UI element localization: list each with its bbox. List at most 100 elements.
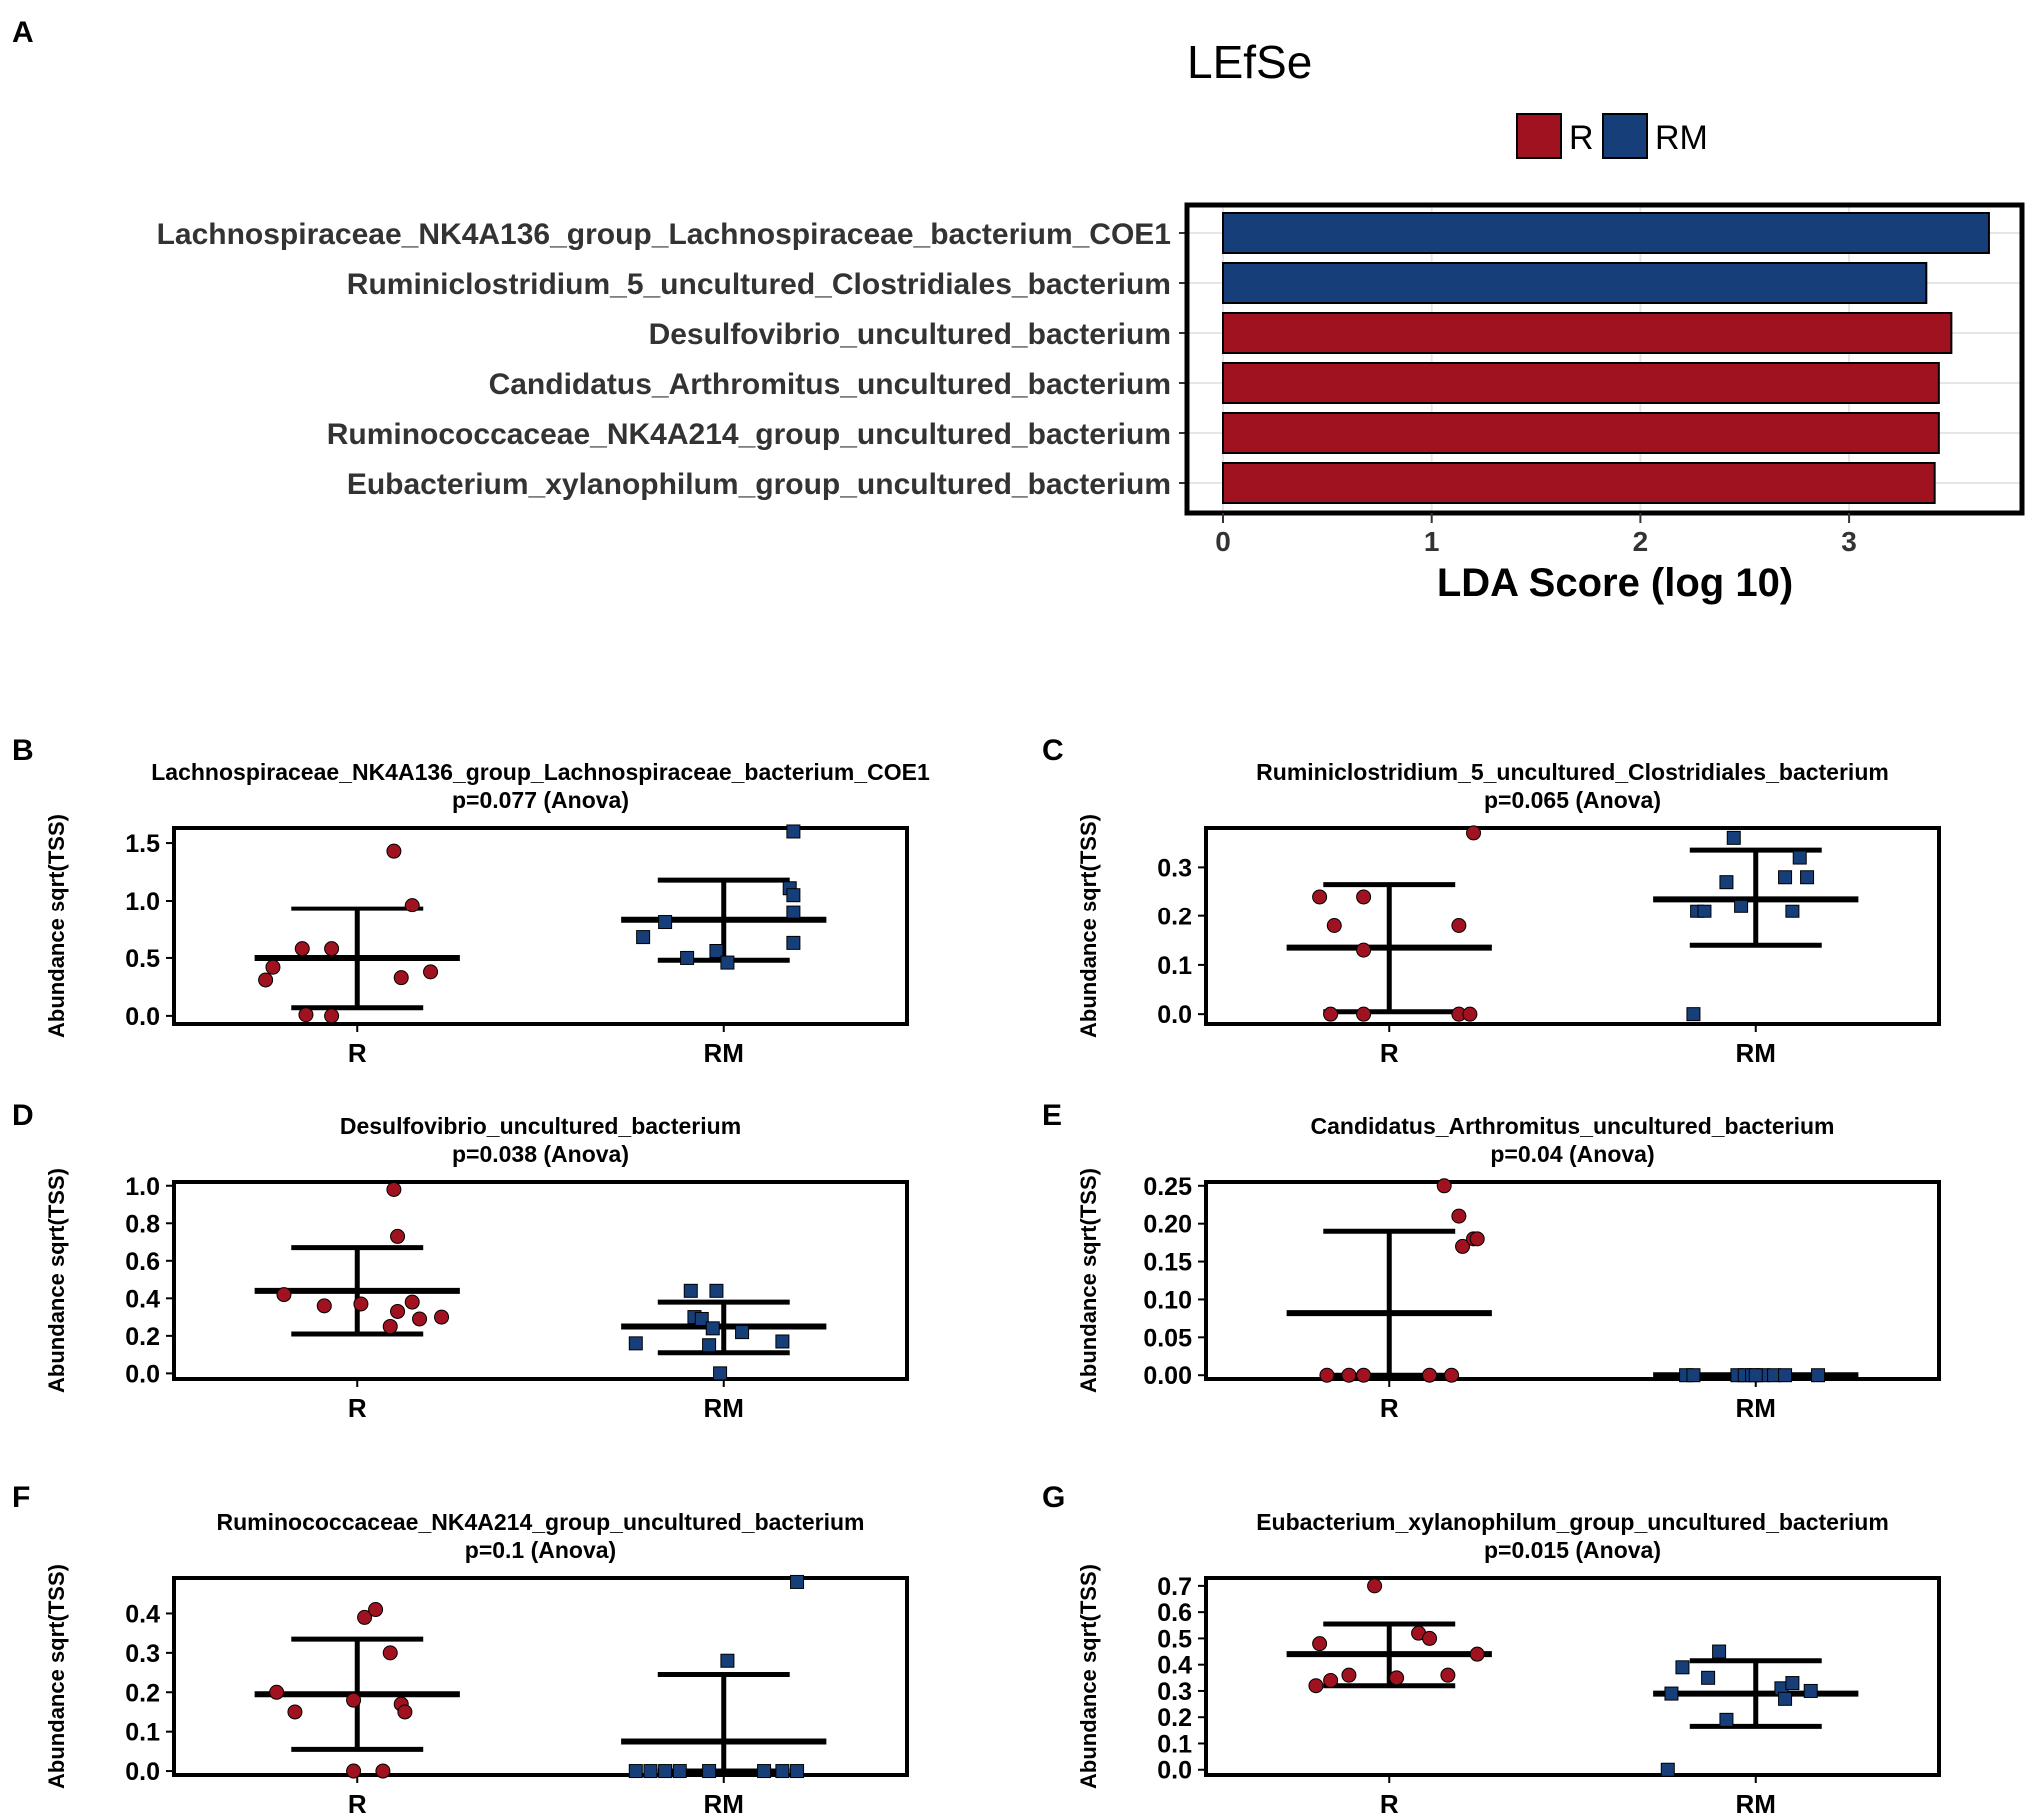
- lefse-plot-area: Lachnospiraceae_NK4A136_group_Lachnospir…: [157, 202, 2025, 557]
- lda-bar-1: [1222, 212, 1990, 254]
- panel-f-ytick-label-0: 0.0: [125, 1758, 160, 1786]
- panel-f-point-rm-3: [658, 1764, 673, 1779]
- panel-g-point-r-6: [1389, 1670, 1405, 1686]
- panel-e-title: Candidatus_Arthromitus_uncultured_bacter…: [1311, 1113, 1835, 1139]
- panel-c-point-rm-9: [1792, 850, 1807, 865]
- panel-g-y-axis-title: Abundance sqrt(TSS): [1076, 1564, 1101, 1789]
- panel-label-b: B: [12, 734, 34, 767]
- panel-g-point-rm-4: [1701, 1670, 1716, 1685]
- panel-g-frame: [1204, 1576, 1941, 1777]
- panel-f-point-rm-7: [757, 1764, 772, 1779]
- panel-f-ytick-label-2: 0.2: [125, 1679, 160, 1707]
- panel-b-point-rm-2: [658, 915, 673, 930]
- panel-g-ytick-label-5: 0.5: [1157, 1625, 1192, 1653]
- panel-c-xcat-label-rm: RM: [1736, 1038, 1776, 1068]
- panel-c-ytick-label-3: 0.3: [1157, 854, 1192, 882]
- panel-d-point-r-6: [390, 1303, 406, 1319]
- panel-e-point-rm-10: [1748, 1368, 1763, 1383]
- panel-c-point-r-4: [1356, 1006, 1372, 1022]
- panel-e-point-r-6: [1444, 1367, 1460, 1383]
- panel-e-point-r-4: [1422, 1367, 1438, 1383]
- panel-c-point-rm-5: [1734, 899, 1749, 913]
- panel-c-point-rm-10: [1800, 870, 1815, 885]
- panel-d-point-rm-9: [775, 1334, 790, 1349]
- lda-bar-label-6: Eubacterium_xylanophilum_group_unculture…: [347, 468, 1171, 501]
- panel-f-point-r-2: [287, 1704, 303, 1720]
- panel-b-point-r-8: [393, 970, 409, 986]
- legend-swatch-rm: [1602, 113, 1648, 159]
- panel-f-point-r-7: [375, 1763, 391, 1779]
- panel-c-point-r-10: [1466, 825, 1482, 841]
- panel-b-ytick-label-0: 0.0: [125, 1003, 160, 1031]
- panel-e-y-axis-title: Abundance sqrt(TSS): [1076, 1168, 1101, 1393]
- panel-d-ytick-label-3: 0.6: [125, 1248, 160, 1276]
- lda-bar-6: [1222, 462, 1936, 504]
- panel-c-point-r-6: [1356, 889, 1372, 905]
- panel-g-point-r-3: [1323, 1672, 1339, 1688]
- panel-d-point-rm-5: [702, 1338, 717, 1353]
- legend-label-rm: RM: [1655, 119, 1708, 157]
- panel-c-point-r-2: [1323, 1006, 1339, 1022]
- panel-d-point-rm-1: [628, 1336, 643, 1351]
- panel-f-point-rm-5: [702, 1764, 717, 1779]
- panel-b-y-axis-title: Abundance sqrt(TSS): [44, 814, 69, 1038]
- panel-d-point-rm-2: [683, 1283, 698, 1298]
- lefse-x-axis-title: LDA Score (log 10): [1437, 561, 1793, 605]
- legend-label-r: R: [1569, 119, 1594, 157]
- panel-b-point-rm-5: [720, 955, 735, 970]
- panel-f-point-rm-1: [628, 1764, 643, 1779]
- panel-e-ytick-label-1: 0.05: [1143, 1324, 1192, 1352]
- panel-e-ytick-label-4: 0.20: [1143, 1211, 1192, 1239]
- lda-xtick-label-3: 3: [1841, 526, 1857, 557]
- panel-label-g: G: [1042, 1481, 1065, 1514]
- panel-c-point-rm-8: [1785, 904, 1800, 918]
- panel-label-a: A: [12, 16, 34, 49]
- panel-label-f: F: [12, 1481, 30, 1514]
- panel-g-ytick-label-0: 0.0: [1157, 1757, 1192, 1785]
- scatter-panel-c: Ruminiclostridium_5_uncultured_Clostridi…: [1076, 759, 1941, 1068]
- panel-f-frame: [172, 1576, 909, 1777]
- panel-f-point-r-1: [269, 1684, 285, 1700]
- scatter-panel-g: Eubacterium_xylanophilum_group_unculture…: [1076, 1509, 1941, 1819]
- panel-g-point-r-1: [1308, 1678, 1324, 1694]
- panel-d-point-rm-4: [694, 1311, 709, 1326]
- lda-bar-label-2: Ruminiclostridium_5_uncultured_Clostridi…: [347, 268, 1171, 301]
- panel-g-point-rm-1: [1660, 1762, 1675, 1777]
- panel-d-xcat-label-r: R: [348, 1393, 367, 1423]
- panel-g-point-rm-8: [1778, 1691, 1793, 1706]
- panel-c-ytick-label-2: 0.2: [1157, 904, 1192, 931]
- panel-c-frame: [1204, 826, 1941, 1026]
- panel-g-pvalue: p=0.015 (Anova): [1484, 1537, 1661, 1563]
- panel-b-point-r-7: [386, 843, 402, 859]
- lda-plot-frame: [1184, 202, 2025, 516]
- panel-g-ytick-label-2: 0.2: [1157, 1704, 1192, 1732]
- panel-d-point-r-1: [276, 1287, 292, 1303]
- panel-g-ytick-label-7: 0.7: [1157, 1573, 1192, 1601]
- panel-f-point-rm-6: [720, 1653, 735, 1668]
- panel-b-point-r-2: [265, 959, 281, 975]
- panel-e-point-rm-8: [1778, 1368, 1793, 1383]
- panel-g-ytick-label-4: 0.4: [1157, 1652, 1192, 1680]
- panel-e-frame: [1204, 1180, 1941, 1381]
- panel-b-point-rm-9: [786, 905, 801, 919]
- panel-c-y-axis-title: Abundance sqrt(TSS): [1076, 814, 1101, 1038]
- panel-f-point-rm-9: [790, 1764, 805, 1779]
- panel-d-xcat-label-rm: RM: [704, 1393, 744, 1423]
- panel-f-point-r-4: [346, 1692, 362, 1708]
- panel-e-xcat-label-rm: RM: [1736, 1393, 1776, 1423]
- panel-f-ytick-label-1: 0.1: [125, 1719, 160, 1747]
- panel-e-point-r-2: [1341, 1367, 1357, 1383]
- panel-b-xcat-label-rm: RM: [704, 1038, 744, 1068]
- panel-g-point-rm-10: [1803, 1683, 1818, 1698]
- panel-g-xcat-label-rm: RM: [1736, 1789, 1776, 1819]
- panel-d-point-r-4: [382, 1318, 398, 1334]
- lefse-chart: LEfSe R RM Lachnospiraceae_NK4A136_group_…: [157, 36, 2025, 605]
- panel-b-point-r-6: [324, 1008, 340, 1024]
- panel-d-point-r-2: [316, 1298, 332, 1314]
- scatter-panel-e: Candidatus_Arthromitus_uncultured_bacter…: [1076, 1113, 1941, 1423]
- panel-f-y-axis-title: Abundance sqrt(TSS): [44, 1564, 69, 1789]
- panel-g-point-r-4: [1341, 1667, 1357, 1683]
- panel-g-point-rm-6: [1719, 1712, 1734, 1727]
- lda-bar-label-4: Candidatus_Arthromitus_uncultured_bacter…: [489, 368, 1171, 401]
